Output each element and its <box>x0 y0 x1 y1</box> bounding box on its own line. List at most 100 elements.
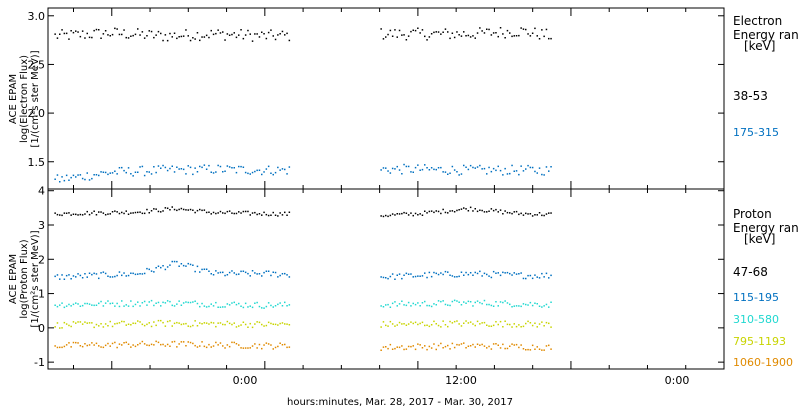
electron-point-175-315 <box>125 171 127 174</box>
proton-point-115-195 <box>513 272 515 274</box>
proton-point-310-580 <box>249 305 251 307</box>
proton-point-47-68 <box>472 210 474 212</box>
proton-point-1060-1900 <box>426 348 428 351</box>
proton-point-47-68 <box>277 215 279 217</box>
proton-point-115-195 <box>534 274 536 276</box>
proton-point-47-68 <box>137 211 139 214</box>
electron-legend-175-315: 175-315 <box>733 126 779 139</box>
proton-point-795-1193 <box>194 320 196 322</box>
proton-point-1060-1900 <box>449 348 451 350</box>
proton-point-795-1193 <box>238 325 240 327</box>
electron-point-38-53 <box>61 29 63 31</box>
electron-point-38-53 <box>414 29 417 32</box>
electron-point-38-53 <box>277 34 279 36</box>
proton-point-115-195 <box>396 274 398 276</box>
proton-point-310-580 <box>428 304 431 307</box>
proton-point-795-1193 <box>68 324 70 327</box>
electron-point-38-53 <box>178 36 180 38</box>
electron-point-175-315 <box>123 169 125 172</box>
electron-point-38-53 <box>107 34 109 36</box>
electron-point-38-53 <box>81 30 84 32</box>
electron-point-38-53 <box>109 35 111 37</box>
electron-point-175-315 <box>444 171 447 173</box>
proton-point-310-580 <box>504 300 506 302</box>
proton-point-1060-1900 <box>391 348 394 350</box>
proton-point-115-195 <box>102 271 105 273</box>
electron-point-38-53 <box>249 33 251 35</box>
electron-point-38-53 <box>231 33 233 36</box>
proton-point-1060-1900 <box>403 348 405 351</box>
proton-point-310-580 <box>114 305 116 307</box>
proton-point-115-195 <box>277 276 279 278</box>
proton-point-115-195 <box>185 265 187 267</box>
proton-point-47-68 <box>81 214 84 216</box>
proton-point-310-580 <box>258 305 261 308</box>
proton-point-795-1193 <box>258 321 261 324</box>
proton-point-47-68 <box>238 211 240 213</box>
proton-point-310-580 <box>449 304 451 307</box>
proton-point-795-1193 <box>247 326 249 328</box>
proton-y-ticks: -1 0 1 2 3 4 <box>34 185 724 369</box>
proton-point-1060-1900 <box>419 344 421 346</box>
proton-point-47-68 <box>164 207 167 209</box>
proton-point-115-195 <box>499 274 502 277</box>
electron-point-38-53 <box>77 31 79 33</box>
proton-point-310-580 <box>474 301 476 304</box>
proton-point-795-1193 <box>437 324 440 327</box>
proton-ytick-label: 0 <box>38 322 45 335</box>
proton-point-47-68 <box>111 211 114 213</box>
proton-point-310-580 <box>72 303 75 306</box>
proton-point-310-580 <box>176 303 178 305</box>
electron-point-38-53 <box>380 28 382 30</box>
electron-point-175-315 <box>61 176 63 178</box>
proton-point-310-580 <box>472 305 474 307</box>
proton-point-795-1193 <box>458 323 460 325</box>
proton-point-310-580 <box>545 303 548 306</box>
electron-point-175-315 <box>178 168 180 170</box>
proton-point-47-68 <box>226 210 229 213</box>
proton-point-795-1193 <box>169 320 171 322</box>
proton-point-115-195 <box>72 275 75 277</box>
electron-point-175-315 <box>421 168 424 171</box>
proton-point-795-1193 <box>538 323 541 325</box>
proton-point-795-1193 <box>272 323 274 325</box>
electron-point-175-315 <box>171 165 173 167</box>
electron-point-38-53 <box>548 37 550 40</box>
electron-point-38-53 <box>486 28 488 30</box>
electron-point-175-315 <box>525 168 527 170</box>
electron-point-175-315 <box>187 165 189 167</box>
proton-point-115-195 <box>93 272 95 275</box>
proton-point-47-68 <box>534 214 536 216</box>
proton-point-1060-1900 <box>536 346 538 348</box>
electron-point-38-53 <box>75 30 77 32</box>
electron-point-175-315 <box>116 173 118 175</box>
proton-point-115-195 <box>54 275 56 278</box>
proton-point-795-1193 <box>81 323 84 325</box>
proton-legend-title-3: [keV] <box>744 232 775 246</box>
proton-point-47-68 <box>150 210 153 212</box>
proton-point-115-195 <box>157 265 160 267</box>
proton-point-795-1193 <box>196 325 199 327</box>
proton-point-1060-1900 <box>525 349 527 351</box>
proton-point-47-68 <box>114 210 116 212</box>
electron-point-38-53 <box>238 34 240 36</box>
electron-point-175-315 <box>244 171 247 174</box>
electron-point-38-53 <box>189 39 192 42</box>
electron-point-38-53 <box>274 38 277 41</box>
electron-point-175-315 <box>463 164 465 167</box>
proton-point-310-580 <box>506 302 509 304</box>
electron-point-175-315 <box>164 166 167 169</box>
proton-point-115-195 <box>116 274 118 277</box>
electron-point-38-53 <box>127 37 130 39</box>
proton-point-115-195 <box>134 273 137 276</box>
proton-point-47-68 <box>125 210 127 212</box>
proton-point-795-1193 <box>456 320 458 322</box>
electron-ylabel-line-3: [1/(cm²s ster MeV)] <box>30 50 41 147</box>
electron-point-38-53 <box>385 36 387 38</box>
proton-point-795-1193 <box>176 321 178 324</box>
proton-point-115-195 <box>222 271 224 274</box>
electron-point-175-315 <box>435 168 437 171</box>
proton-point-795-1193 <box>65 323 68 325</box>
proton-point-47-68 <box>233 212 235 215</box>
proton-point-310-580 <box>274 305 277 307</box>
